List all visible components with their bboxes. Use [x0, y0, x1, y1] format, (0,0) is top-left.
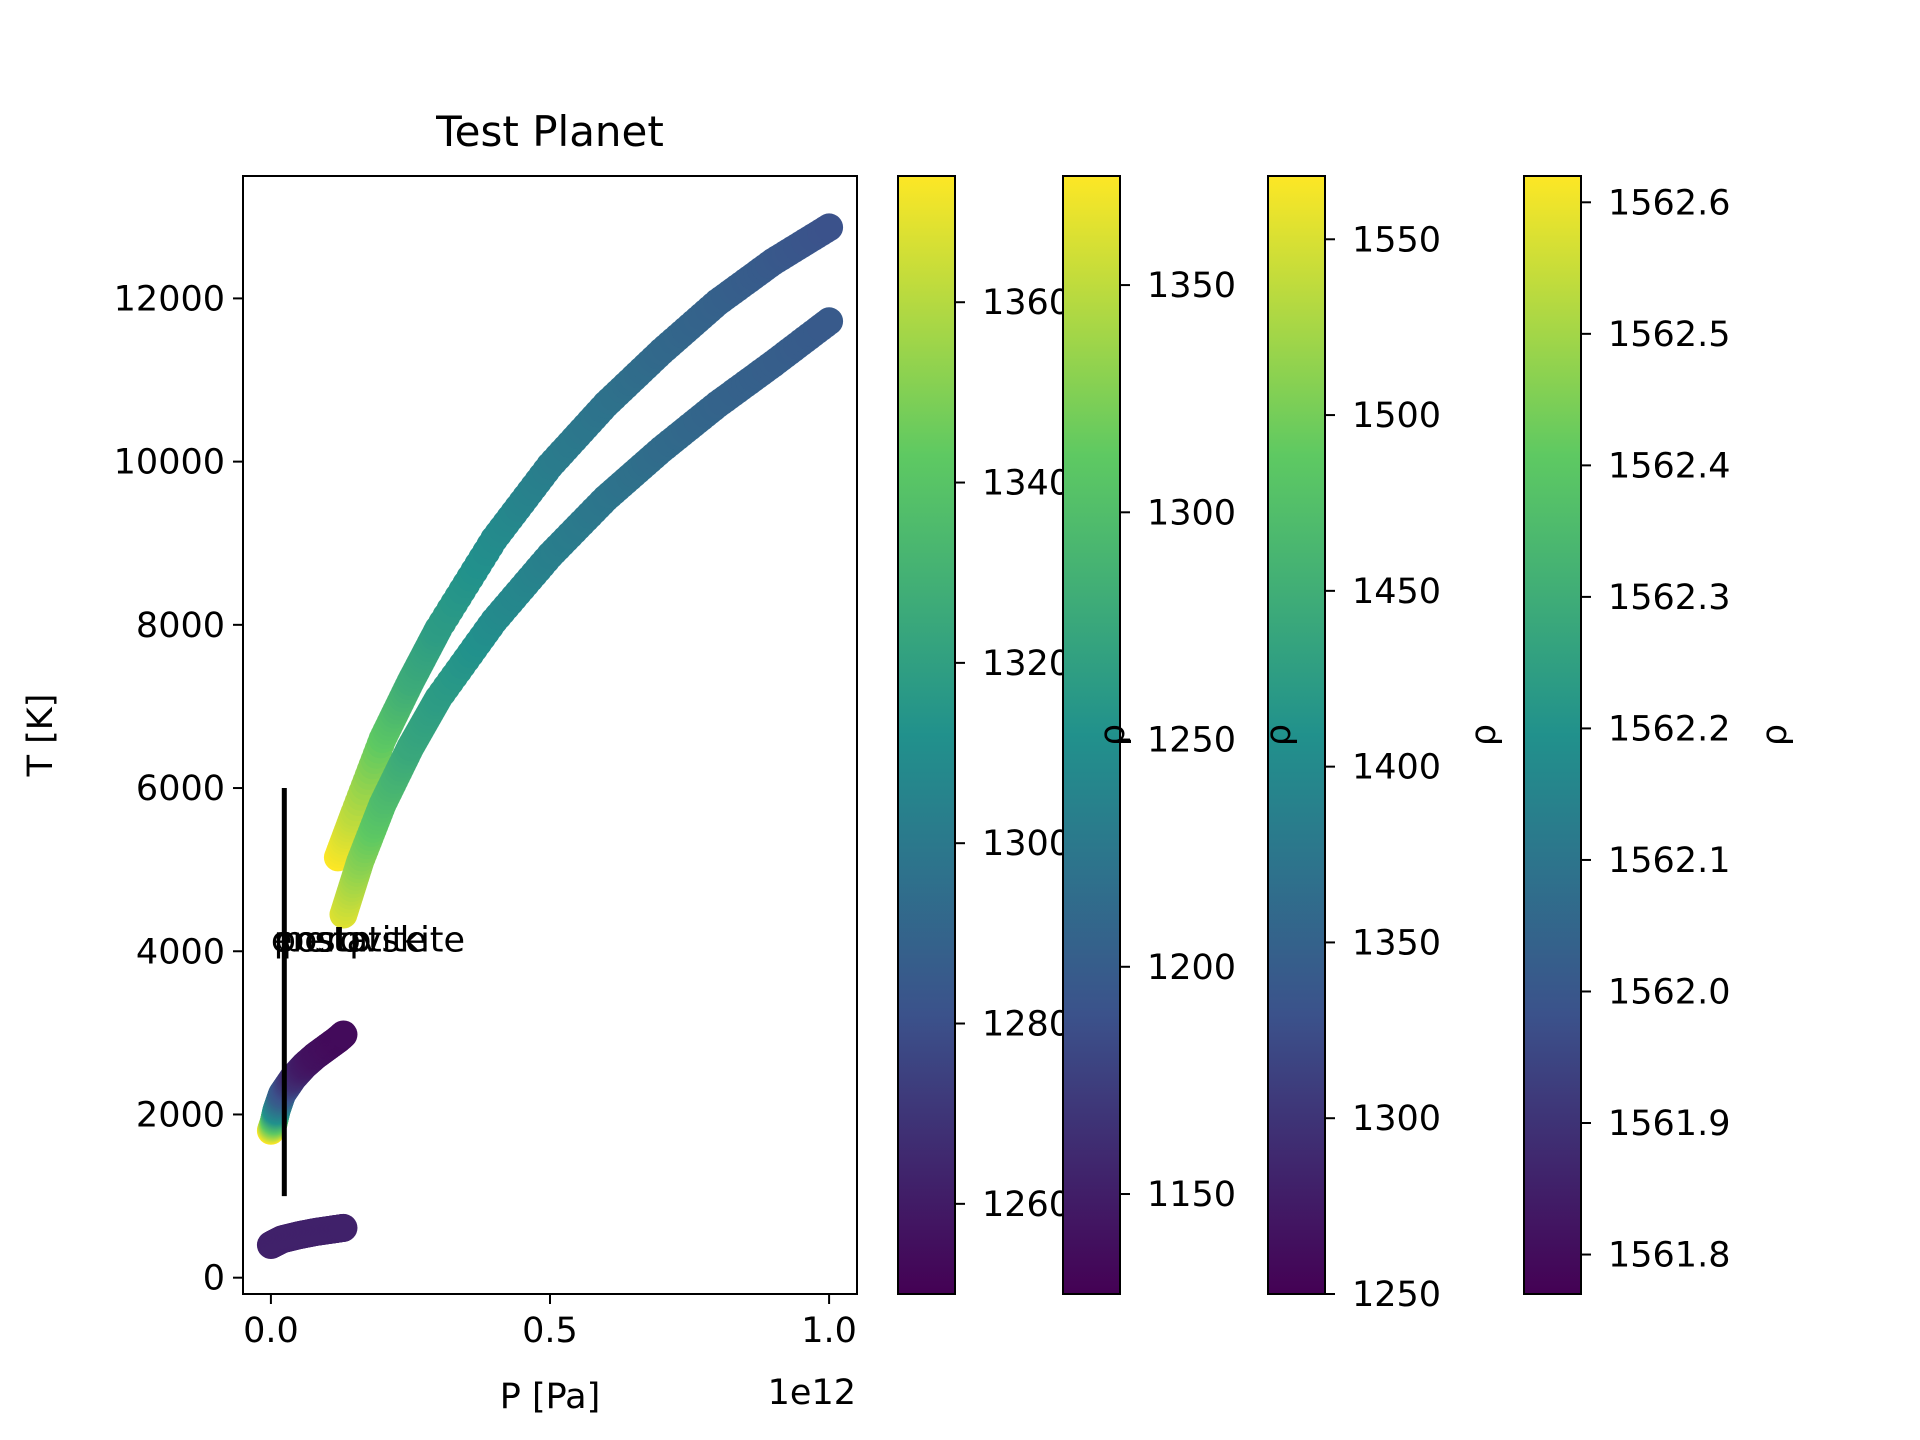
y-tick-label: 2000	[136, 1095, 225, 1135]
series-3	[329, 307, 844, 929]
scatter-point	[815, 307, 844, 336]
x-axis-ticks: 0.0 0.5 1.0	[243, 1294, 857, 1351]
colorbar-1: 1150 1200 1250 1300 1350 ρ	[1062, 175, 1236, 1295]
colorbar-tick-label: 1562.5	[1608, 315, 1730, 355]
y-axis-label: T [K]	[21, 694, 61, 778]
y-tick-label: 4000	[136, 932, 225, 972]
colorbar-gradient	[1062, 175, 1121, 1295]
colorbar-tick-label: 1561.8	[1608, 1236, 1730, 1276]
y-tick-label: 8000	[136, 606, 225, 646]
annotation-2: postp	[274, 920, 372, 960]
colorbar-gradient	[1523, 175, 1582, 1295]
colorbar-tick-label: 1250	[1147, 721, 1236, 761]
x-axis-offset-label: 1e12	[768, 1373, 856, 1413]
colorbar-tick-label: 1562.6	[1608, 183, 1730, 223]
y-tick-label: 0	[203, 1259, 225, 1299]
colorbar-tick-label: 1562.4	[1608, 446, 1730, 486]
x-tick-label: 0.5	[522, 1311, 578, 1351]
colorbar-tick-label: 1340	[982, 464, 1071, 504]
colorbar-label: ρ	[1464, 724, 1504, 746]
colorbar-tick-label: 1250	[1352, 1275, 1441, 1315]
colorbar-tick-label: 1200	[1147, 948, 1236, 988]
colorbar-tick-label: 1562.0	[1608, 972, 1730, 1012]
colorbar-tick-label: 1150	[1147, 1175, 1236, 1215]
x-tick-label: 0.0	[243, 1311, 299, 1351]
colorbar-tick-label: 1300	[1352, 1099, 1441, 1139]
annotation-1: perovskite	[282, 920, 465, 960]
series-1	[256, 1020, 358, 1145]
y-axis-ticks: 0 2000 4000 6000 8000 10000 12000	[114, 279, 243, 1299]
colorbar-0: 1260 1280 1300 1320 1340 1360	[897, 175, 1071, 1295]
colorbar-tick-label: 1350	[1147, 266, 1236, 306]
scatter-point	[329, 1020, 358, 1049]
colorbar-tick-label: 1562.2	[1608, 709, 1730, 749]
scatter-point	[329, 1213, 358, 1242]
y-tick-label: 12000	[114, 279, 225, 319]
colorbar-label: ρ	[1093, 724, 1133, 746]
series-0	[256, 1213, 358, 1260]
chart-title: Test Planet	[435, 107, 664, 156]
x-tick-label: 1.0	[801, 1311, 857, 1351]
colorbars: 1260 1280 1300 1320 1340 1360 1150 1200 1250 1300…	[897, 175, 1795, 1315]
colorbar-tick-label: 1562.3	[1608, 578, 1730, 618]
y-tick-label: 10000	[114, 443, 225, 483]
colorbar-tick-label: 1450	[1352, 572, 1441, 612]
colorbar-tick-label: 1561.9	[1608, 1104, 1730, 1144]
colorbar-tick-label: 1562.1	[1608, 841, 1730, 881]
colorbar-tick-label: 1300	[982, 824, 1071, 864]
colorbar-tick-label: 1350	[1352, 923, 1441, 963]
colorbar-2: 1250 1300 1350 1400 1450 1500 1550 ρ	[1259, 175, 1441, 1315]
colorbar-tick-label: 1260	[982, 1185, 1071, 1225]
colorbar-label: ρ	[1755, 724, 1795, 746]
colorbar-tick-label: 1400	[1352, 748, 1441, 788]
scatter-points	[256, 213, 844, 1260]
colorbar-gradient	[1267, 175, 1326, 1295]
x-axis-label: P [Pa]	[500, 1377, 601, 1417]
colorbar-tick-label: 1360	[982, 283, 1071, 323]
series-2	[323, 213, 844, 872]
colorbar-4: ρ	[1755, 724, 1795, 746]
scatter-point	[815, 213, 844, 242]
colorbar-tick-label: 1500	[1352, 396, 1441, 436]
y-tick-label: 6000	[136, 769, 225, 809]
annotation-0: enstatite	[271, 920, 427, 960]
colorbar-label: ρ	[1259, 724, 1299, 746]
colorbar-3: 1561.8 1561.9 1562.0 1562.1 1562.2 1562.3 1562…	[1464, 175, 1730, 1295]
colorbar-tick-label: 1300	[1147, 493, 1236, 533]
colorbar-gradient	[897, 175, 956, 1295]
plot-frame	[242, 175, 858, 1295]
colorbar-tick-label: 1280	[982, 1005, 1071, 1045]
colorbar-tick-label: 1550	[1352, 220, 1441, 260]
colorbar-tick-label: 1320	[982, 644, 1071, 684]
